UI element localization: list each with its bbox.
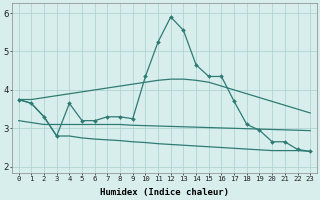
X-axis label: Humidex (Indice chaleur): Humidex (Indice chaleur) bbox=[100, 188, 229, 197]
